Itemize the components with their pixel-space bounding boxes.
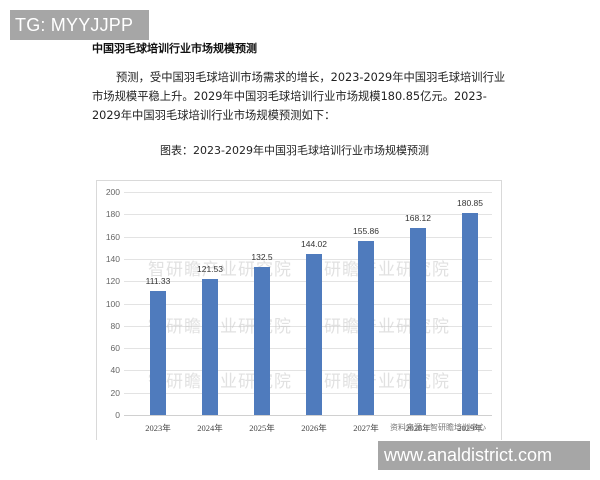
x-axis-label: 2026年 [301, 423, 327, 433]
x-axis-label: 2024年 [197, 423, 223, 433]
x-axis-label: 2023年 [145, 423, 171, 433]
y-axis-tick: 200 [105, 187, 120, 197]
gridline [124, 236, 492, 238]
bar-2028年 [410, 227, 426, 415]
bar-2023年 [150, 290, 166, 415]
gridline [124, 214, 492, 216]
chart-source-note: 资料来源：智研瞻培训中心 [390, 423, 486, 432]
y-axis-tick: 140 [105, 253, 120, 264]
bar-2025年 [254, 267, 270, 415]
bar-value-label: 121.53 [197, 264, 223, 275]
bar-value-label: 168.12 [405, 212, 431, 223]
y-axis-tick: 180 [105, 209, 120, 220]
y-axis-tick: 80 [110, 320, 120, 331]
y-axis-tick: 20 [110, 387, 120, 398]
y-axis-tick: 120 [105, 276, 120, 287]
y-axis-tick: 40 [110, 365, 120, 376]
y-axis-tick: 160 [105, 231, 120, 242]
bar-value-label: 111.33 [145, 275, 171, 286]
bar-2027年 [358, 241, 374, 415]
y-axis-tick: 0 [115, 410, 120, 420]
x-axis-label: 2029年 [457, 423, 483, 433]
bar-value-label: 132.5 [251, 252, 273, 263]
y-axis-tick: 100 [105, 298, 120, 309]
y-axis-tick: 60 [110, 343, 120, 354]
bar-value-label: 144.02 [301, 239, 327, 250]
x-axis-label: 2025年 [249, 423, 275, 433]
document-heading: 中国羽毛球培训行业市场规模预测 [92, 42, 257, 55]
bar-2024年 [202, 279, 218, 415]
x-axis-line [124, 415, 492, 416]
bar-2029年 [462, 213, 478, 415]
gridline [124, 192, 492, 193]
bar-value-label: 180.85 [457, 198, 483, 209]
bar-2026年 [306, 254, 322, 415]
bar-value-label: 155.86 [353, 226, 379, 237]
x-axis-label: 2028年 [405, 423, 431, 433]
tg-overlay-badge: TG: MYYJJPP [10, 10, 149, 40]
url-overlay-badge: www.analdistrict.com [378, 441, 590, 470]
document-paragraph: 预测，受中国羽毛球培训市场需求的增长，2023-2029年中国羽毛球培训行业市场… [92, 71, 506, 122]
figure-caption: 图表：2023-2029年中国羽毛球培训行业市场规模预测 [160, 144, 429, 157]
x-axis-label: 2027年 [353, 423, 379, 433]
